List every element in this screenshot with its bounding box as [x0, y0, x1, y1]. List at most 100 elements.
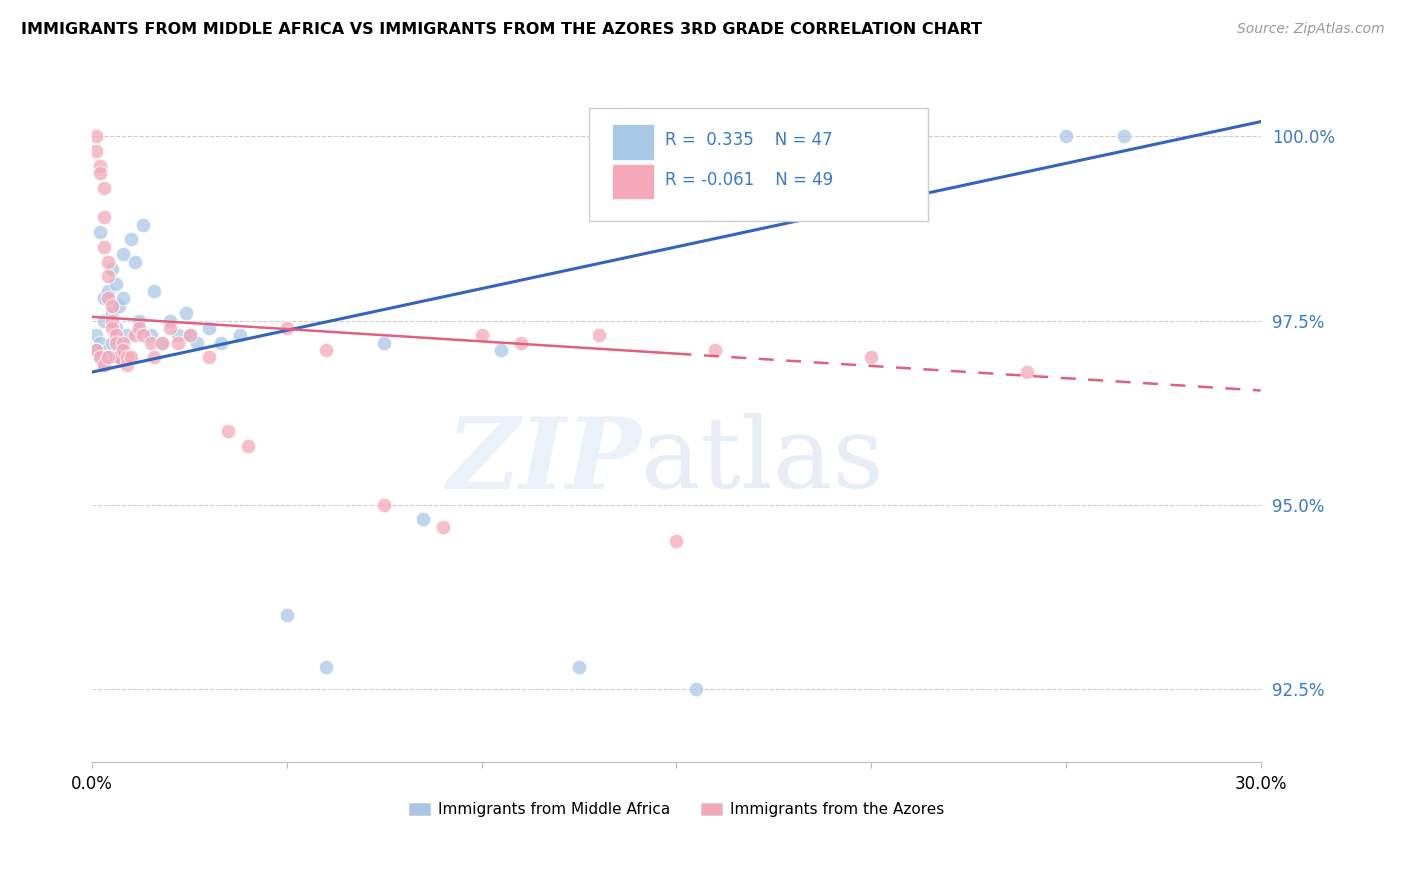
- Point: [93, 358, 115, 372]
- Point: [108, 343, 131, 357]
- Point: [97, 351, 120, 365]
- Point: [104, 277, 127, 291]
- Point: [373, 335, 395, 350]
- Point: [120, 232, 142, 246]
- Text: R =  0.335    N = 47: R = 0.335 N = 47: [665, 131, 832, 149]
- Point: [89, 166, 111, 180]
- Point: [139, 328, 162, 343]
- Point: [93, 313, 115, 327]
- Point: [89, 351, 111, 365]
- Point: [229, 328, 252, 343]
- Point: [112, 335, 135, 350]
- Point: [167, 328, 190, 343]
- Point: [97, 292, 120, 306]
- Text: atlas: atlas: [641, 413, 884, 509]
- Point: [89, 159, 111, 173]
- Point: [108, 351, 131, 365]
- Text: IMMIGRANTS FROM MIDDLE AFRICA VS IMMIGRANTS FROM THE AZORES 3RD GRADE CORRELATIO: IMMIGRANTS FROM MIDDLE AFRICA VS IMMIGRA…: [21, 22, 981, 37]
- Point: [108, 351, 131, 365]
- Point: [97, 351, 120, 365]
- Point: [93, 211, 115, 225]
- Point: [93, 181, 115, 195]
- Point: [1054, 129, 1077, 144]
- Point: [150, 335, 173, 350]
- Point: [120, 351, 142, 365]
- Point: [150, 335, 173, 350]
- Point: [115, 351, 138, 365]
- Text: R = -0.061    N = 49: R = -0.061 N = 49: [665, 171, 832, 189]
- Point: [112, 292, 135, 306]
- Legend: Immigrants from Middle Africa, Immigrants from the Azores: Immigrants from Middle Africa, Immigrant…: [402, 796, 950, 823]
- FancyBboxPatch shape: [589, 108, 928, 221]
- Point: [174, 306, 197, 320]
- Point: [84, 343, 107, 357]
- Point: [108, 299, 131, 313]
- Text: ZIP: ZIP: [446, 413, 641, 509]
- Point: [89, 335, 111, 350]
- Point: [104, 351, 127, 365]
- Point: [139, 335, 162, 350]
- Point: [685, 681, 707, 696]
- Point: [112, 343, 135, 357]
- Point: [665, 534, 688, 549]
- Point: [93, 292, 115, 306]
- Point: [143, 351, 166, 365]
- Point: [412, 512, 434, 526]
- Point: [276, 608, 298, 623]
- Point: [471, 328, 494, 343]
- Point: [860, 351, 883, 365]
- Point: [115, 328, 138, 343]
- Point: [373, 498, 395, 512]
- Point: [198, 351, 221, 365]
- Point: [276, 321, 298, 335]
- Point: [108, 335, 131, 350]
- Point: [124, 328, 146, 343]
- Point: [209, 335, 232, 350]
- Point: [315, 659, 337, 673]
- Point: [104, 321, 127, 335]
- Point: [104, 335, 127, 350]
- Point: [93, 358, 115, 372]
- Point: [588, 328, 610, 343]
- Point: [84, 343, 107, 357]
- Point: [704, 343, 727, 357]
- FancyBboxPatch shape: [612, 124, 654, 160]
- Point: [132, 218, 155, 232]
- Point: [489, 343, 512, 357]
- Point: [159, 321, 181, 335]
- Point: [100, 262, 122, 277]
- FancyBboxPatch shape: [612, 164, 654, 200]
- Point: [236, 439, 259, 453]
- Point: [179, 328, 201, 343]
- Point: [315, 343, 337, 357]
- Point: [1114, 129, 1136, 144]
- Point: [89, 225, 111, 239]
- Point: [100, 313, 122, 327]
- Point: [100, 306, 122, 320]
- Point: [198, 321, 221, 335]
- Point: [509, 335, 531, 350]
- Text: Source: ZipAtlas.com: Source: ZipAtlas.com: [1237, 22, 1385, 37]
- Point: [218, 424, 240, 438]
- Point: [128, 313, 150, 327]
- Point: [104, 328, 127, 343]
- Point: [112, 247, 135, 261]
- Point: [159, 313, 181, 327]
- Point: [97, 284, 120, 298]
- Point: [100, 335, 122, 350]
- Point: [186, 335, 208, 350]
- Point: [93, 240, 115, 254]
- Point: [128, 321, 150, 335]
- Point: [115, 358, 138, 372]
- Point: [84, 144, 107, 158]
- Point: [124, 254, 146, 268]
- Point: [1015, 365, 1038, 379]
- Point: [97, 269, 120, 284]
- Point: [132, 328, 155, 343]
- Point: [143, 284, 166, 298]
- Point: [84, 328, 107, 343]
- Point: [89, 351, 111, 365]
- Point: [568, 659, 591, 673]
- Point: [100, 299, 122, 313]
- Point: [84, 129, 107, 144]
